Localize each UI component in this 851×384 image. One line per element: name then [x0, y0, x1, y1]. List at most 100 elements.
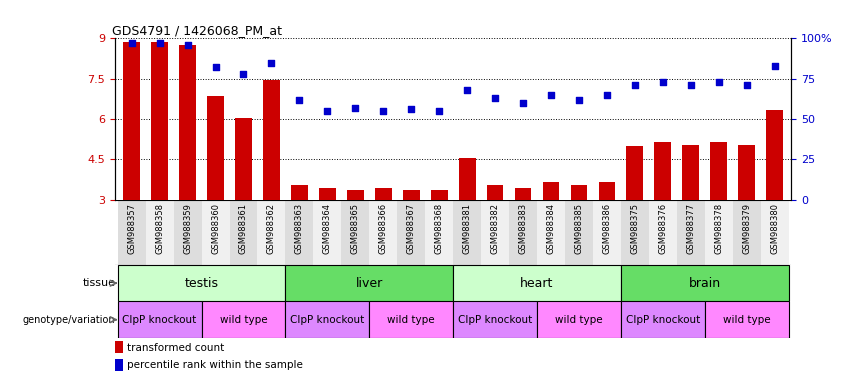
Point [628, 82, 642, 88]
Bar [235, 118, 252, 200]
Text: wild type: wild type [220, 314, 267, 325]
Bar [397, 200, 426, 265]
Bar [621, 301, 705, 338]
Bar [621, 265, 789, 301]
Bar [117, 265, 285, 301]
Bar [202, 200, 230, 265]
Bar [453, 301, 537, 338]
Bar [285, 265, 453, 301]
Text: transformed count: transformed count [127, 343, 225, 353]
Point [349, 105, 363, 111]
Text: genotype/variation: genotype/variation [23, 314, 116, 325]
Bar [537, 200, 565, 265]
Point [125, 40, 139, 46]
Bar [515, 188, 531, 200]
Bar [570, 185, 587, 200]
Bar [453, 200, 481, 265]
Point [404, 106, 418, 113]
Text: GSM988361: GSM988361 [239, 203, 248, 254]
Bar [151, 43, 168, 200]
Text: ClpP knockout: ClpP knockout [625, 314, 700, 325]
Point [293, 97, 306, 103]
Point [237, 71, 250, 77]
Point [488, 95, 502, 101]
Text: GSM988376: GSM988376 [659, 203, 667, 254]
Bar [648, 200, 677, 265]
Point [684, 82, 698, 88]
Bar [711, 142, 727, 200]
Bar [230, 200, 258, 265]
Bar [459, 158, 476, 200]
Bar [285, 301, 369, 338]
Text: GSM988375: GSM988375 [631, 203, 639, 254]
Bar [117, 200, 146, 265]
Bar [739, 145, 755, 200]
Text: GSM988368: GSM988368 [435, 203, 443, 254]
Bar [766, 110, 783, 200]
Point [712, 79, 726, 85]
Text: GSM988379: GSM988379 [742, 203, 751, 254]
Bar [180, 45, 196, 200]
Bar [626, 146, 643, 200]
Text: GSM988360: GSM988360 [211, 203, 220, 254]
Text: GSM988383: GSM988383 [518, 203, 528, 254]
Point [460, 87, 474, 93]
Point [600, 92, 614, 98]
Bar [285, 200, 313, 265]
Point [517, 100, 530, 106]
Text: brain: brain [688, 277, 721, 290]
Bar [403, 190, 420, 200]
Text: GSM988380: GSM988380 [770, 203, 780, 254]
Bar [543, 182, 559, 200]
Text: percentile rank within the sample: percentile rank within the sample [127, 360, 303, 370]
Text: GSM988377: GSM988377 [686, 203, 695, 254]
Text: liver: liver [356, 277, 383, 290]
Bar [621, 200, 648, 265]
Text: GSM988364: GSM988364 [323, 203, 332, 254]
Text: ClpP knockout: ClpP knockout [290, 314, 364, 325]
Bar [683, 145, 700, 200]
Point [153, 40, 167, 46]
Text: GSM988381: GSM988381 [463, 203, 471, 254]
Bar [115, 359, 123, 371]
Text: GSM988358: GSM988358 [155, 203, 164, 254]
Bar [431, 190, 448, 200]
Point [180, 42, 194, 48]
Bar [733, 200, 761, 265]
Text: ClpP knockout: ClpP knockout [123, 314, 197, 325]
Text: GSM988362: GSM988362 [267, 203, 276, 254]
Text: wild type: wild type [387, 314, 435, 325]
Point [265, 60, 278, 66]
Bar [654, 142, 671, 200]
Text: GSM988378: GSM988378 [714, 203, 723, 254]
Bar [369, 200, 397, 265]
Point [376, 108, 390, 114]
Text: wild type: wild type [555, 314, 603, 325]
Text: GSM988382: GSM988382 [490, 203, 500, 254]
Text: tissue: tissue [83, 278, 116, 288]
Bar [313, 200, 341, 265]
Bar [761, 200, 789, 265]
Text: GSM988384: GSM988384 [546, 203, 556, 254]
Bar [347, 190, 363, 200]
Bar [487, 185, 504, 200]
Bar [341, 200, 369, 265]
Bar [319, 188, 336, 200]
Point [768, 63, 781, 69]
Bar [481, 200, 509, 265]
Text: GSM988359: GSM988359 [183, 203, 192, 254]
Text: heart: heart [520, 277, 554, 290]
Bar [202, 301, 285, 338]
Bar [146, 200, 174, 265]
Text: testis: testis [185, 277, 219, 290]
Bar [115, 341, 123, 353]
Bar [207, 96, 224, 200]
Point [544, 92, 557, 98]
Bar [509, 200, 537, 265]
Point [740, 82, 753, 88]
Text: GSM988367: GSM988367 [407, 203, 416, 254]
Bar [593, 200, 621, 265]
Text: wild type: wild type [722, 314, 770, 325]
Bar [375, 188, 391, 200]
Text: GDS4791 / 1426068_PM_at: GDS4791 / 1426068_PM_at [111, 24, 282, 37]
